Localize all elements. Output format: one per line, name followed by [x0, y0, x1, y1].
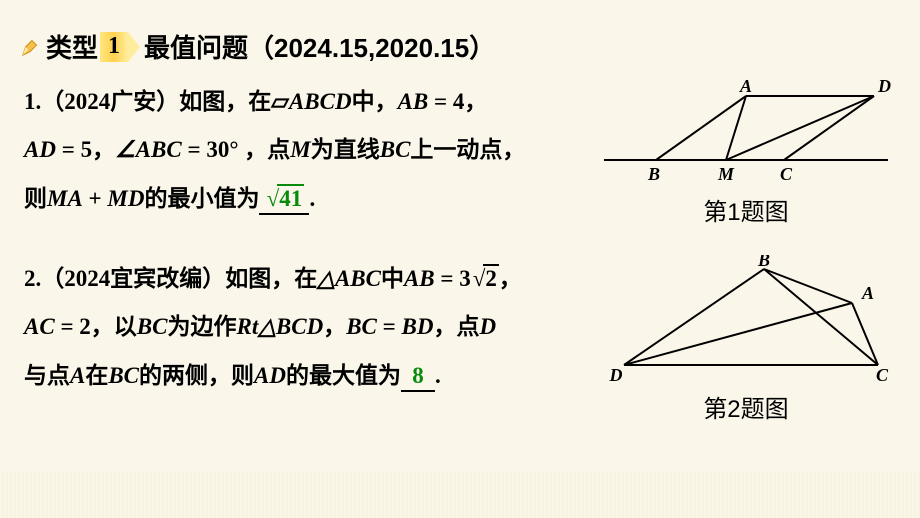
- problem-2-figure-col: B A D C 第2题图: [596, 255, 896, 424]
- pen-icon: [20, 36, 42, 58]
- problem-1-figure-col: A D B M C 第1题图: [596, 78, 896, 227]
- problem-1: 1.（2024广安）如图，在▱ABCD中，AB = 4， AD = 5，∠ABC…: [24, 78, 896, 227]
- p1-plus: +: [83, 186, 108, 211]
- header-number-badge: 1: [100, 32, 128, 62]
- p2-bc2: BC: [346, 314, 377, 339]
- p1-answer-blank: 41: [259, 186, 309, 215]
- p1-answer: 41: [265, 186, 305, 211]
- p2-l3c: 在: [85, 363, 108, 388]
- p1-m: M: [290, 137, 310, 162]
- p1-eq2: =: [56, 137, 81, 162]
- p1-src-pre: （: [41, 89, 64, 114]
- header-title: 最值问题（2024.15,2020.15）: [144, 28, 495, 65]
- svg-text:B: B: [647, 164, 660, 184]
- p2-bd: BD: [402, 314, 434, 339]
- p2-eq2: =: [55, 314, 80, 339]
- p1-comma2: ，: [92, 137, 115, 162]
- p2-l3g: 的最大值为: [286, 363, 401, 388]
- p2-answer: 8: [412, 363, 424, 388]
- p1-l1a: 如图，在: [179, 89, 271, 114]
- p2-ab: AB: [404, 266, 435, 291]
- section-header: 类型 1 最值问题（2024.15,2020.15）: [20, 28, 900, 65]
- problem-1-figure: A D B M C: [596, 78, 896, 188]
- header-label: 类型: [46, 28, 98, 65]
- p1-ma: MA: [47, 186, 83, 211]
- p1-md: MD: [107, 186, 144, 211]
- p2-l2d: ，以: [91, 314, 137, 339]
- p2-src: 2024宜宾改编: [64, 266, 202, 291]
- svg-text:C: C: [780, 164, 793, 184]
- problem-2-figure: B A D C: [596, 255, 896, 385]
- p2-d: D: [479, 314, 496, 339]
- p1-eq3: =: [182, 137, 207, 162]
- p1-30: 30°: [206, 137, 238, 162]
- p1-ab: AB: [398, 89, 429, 114]
- p2-3: 3: [459, 266, 471, 291]
- p2-ad: AD: [254, 363, 286, 388]
- p2-bc: BC: [137, 314, 168, 339]
- p2-src-suf: ）: [202, 266, 225, 291]
- p2-ac: AC: [24, 314, 55, 339]
- p1-l1c: 中，: [352, 89, 398, 114]
- p1-bc: BC: [380, 137, 411, 162]
- p1-l2j: 为直线: [311, 137, 380, 162]
- p2-l3e: 的两侧，则: [139, 363, 254, 388]
- p2-answer-blank: 8: [401, 363, 435, 392]
- content-area: 1.（2024广安）如图，在▱ABCD中，AB = 4， AD = 5，∠ABC…: [24, 78, 896, 498]
- problem-1-text: 1.（2024广安）如图，在▱ABCD中，AB = 4， AD = 5，∠ABC…: [24, 78, 596, 223]
- p2-a: A: [70, 363, 85, 388]
- problem-2-caption: 第2题图: [703, 389, 788, 424]
- p2-l2l: ，点: [433, 314, 479, 339]
- p2-number: 2.: [24, 266, 41, 291]
- p1-answer-radicand: 41: [277, 184, 304, 211]
- svg-text:A: A: [739, 78, 752, 96]
- svg-text:A: A: [861, 283, 874, 303]
- p1-l3a: 则: [24, 186, 47, 211]
- p1-src: 2024广安: [64, 89, 156, 114]
- p1-src-suf: ）: [156, 89, 179, 114]
- p2-src-pre: （: [41, 266, 64, 291]
- p2-eq3: =: [377, 314, 402, 339]
- footer-texture: [0, 472, 920, 518]
- p2-l2f: 为边作: [167, 314, 236, 339]
- p1-l2l: 上一动点，: [410, 137, 525, 162]
- parallelogram-icon: ▱: [271, 89, 289, 114]
- svg-text:B: B: [757, 255, 770, 270]
- p1-eq1: =: [428, 89, 453, 114]
- p2-l1c: 中: [381, 266, 404, 291]
- svg-text:D: D: [877, 78, 891, 96]
- p1-number: 1.: [24, 89, 41, 114]
- p2-l1a: 如图，在: [225, 266, 317, 291]
- p2-bc3: BC: [108, 363, 139, 388]
- p2-period: .: [435, 363, 441, 388]
- p2-rtbcd: Rt△BCD: [236, 314, 323, 339]
- p2-rad2: 2: [483, 264, 499, 291]
- svg-text:D: D: [609, 365, 623, 385]
- p1-5: 5: [81, 137, 93, 162]
- p2-comma1: ，: [499, 266, 522, 291]
- problem-2-text: 2.（2024宜宾改编）如图，在△ABC中AB = 32， AC = 2，以BC…: [24, 255, 596, 400]
- p1-4: 4: [453, 89, 465, 114]
- p2-l3a: 与点: [24, 363, 70, 388]
- p1-ad: AD: [24, 137, 56, 162]
- p2-comma2: ，: [323, 314, 346, 339]
- p1-angle: ∠ABC: [115, 137, 182, 162]
- p1-comma1: ，: [464, 89, 487, 114]
- p1-period: .: [309, 186, 315, 211]
- svg-text:M: M: [717, 164, 735, 184]
- problem-2: 2.（2024宜宾改编）如图，在△ABC中AB = 32， AC = 2，以BC…: [24, 255, 896, 424]
- p1-l2h: ，点: [239, 137, 291, 162]
- p1-abcd: ABCD: [289, 89, 352, 114]
- p2-sqrt2: 2: [471, 255, 499, 303]
- svg-text:C: C: [876, 365, 889, 385]
- p1-l3e: 的最小值为: [144, 186, 259, 211]
- header-number: 1: [108, 33, 120, 60]
- p2-2: 2: [79, 314, 91, 339]
- p2-eq1: =: [435, 266, 460, 291]
- problem-1-caption: 第1题图: [703, 192, 788, 227]
- p2-abc: △ABC: [317, 266, 381, 291]
